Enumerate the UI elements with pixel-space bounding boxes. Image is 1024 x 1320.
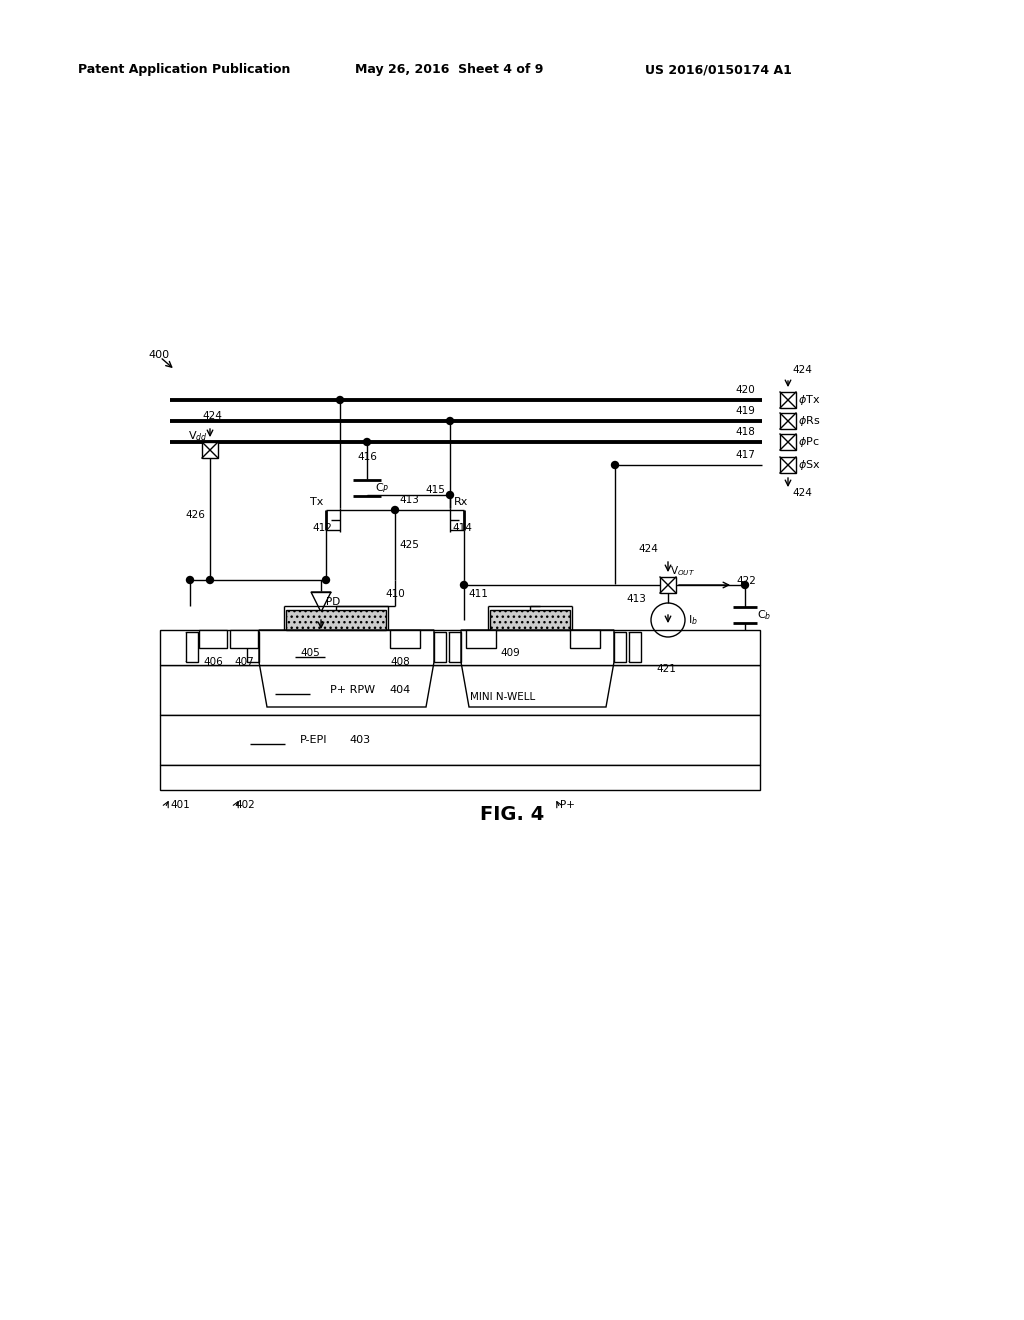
Bar xyxy=(780,413,796,429)
Circle shape xyxy=(446,491,454,499)
Text: 411: 411 xyxy=(468,589,487,599)
Text: 416: 416 xyxy=(357,451,377,462)
Text: 413: 413 xyxy=(399,495,419,506)
Text: PD: PD xyxy=(326,597,340,607)
Bar xyxy=(160,665,760,715)
Bar xyxy=(660,577,676,593)
Text: 418: 418 xyxy=(735,426,755,437)
Text: P-EPI: P-EPI xyxy=(300,735,328,744)
Circle shape xyxy=(337,396,343,404)
Text: 417: 417 xyxy=(735,450,755,459)
Bar xyxy=(186,632,198,663)
Text: 409: 409 xyxy=(500,648,520,657)
Text: V$_{dd}$: V$_{dd}$ xyxy=(188,429,208,444)
Circle shape xyxy=(391,507,398,513)
Text: 422: 422 xyxy=(736,576,756,586)
Circle shape xyxy=(446,417,454,425)
Bar xyxy=(286,610,386,630)
Text: 424: 424 xyxy=(792,366,812,375)
Text: 403: 403 xyxy=(349,735,371,744)
Circle shape xyxy=(207,577,213,583)
Bar xyxy=(160,630,760,665)
Text: P+: P+ xyxy=(579,635,592,644)
Bar xyxy=(160,766,760,789)
Bar xyxy=(490,610,570,630)
Bar xyxy=(160,715,760,766)
Bar xyxy=(780,392,796,408)
Text: May 26, 2016  Sheet 4 of 9: May 26, 2016 Sheet 4 of 9 xyxy=(355,63,544,77)
Text: P+: P+ xyxy=(474,635,487,644)
Text: 424: 424 xyxy=(202,411,222,421)
Circle shape xyxy=(741,582,749,589)
Text: 412: 412 xyxy=(312,523,332,533)
Text: 414: 414 xyxy=(452,523,472,533)
Text: 401: 401 xyxy=(170,800,189,810)
Circle shape xyxy=(323,577,330,583)
Text: C$_b$: C$_b$ xyxy=(757,609,771,622)
Text: Patent Application Publication: Patent Application Publication xyxy=(78,63,291,77)
Bar xyxy=(434,632,446,663)
Text: P+: P+ xyxy=(238,635,251,644)
Text: V$_{OUT}$: V$_{OUT}$ xyxy=(670,564,695,578)
Circle shape xyxy=(611,462,618,469)
Circle shape xyxy=(461,582,468,589)
Text: 407: 407 xyxy=(234,657,254,667)
Bar xyxy=(202,442,218,458)
Text: 406: 406 xyxy=(203,657,223,667)
Text: 424: 424 xyxy=(792,488,812,498)
Text: 410: 410 xyxy=(385,589,404,599)
Bar xyxy=(466,630,496,648)
Text: US 2016/0150174 A1: US 2016/0150174 A1 xyxy=(645,63,792,77)
Text: P+ RPW: P+ RPW xyxy=(330,685,375,696)
Text: $\phi$Pc: $\phi$Pc xyxy=(798,436,819,449)
Text: 413: 413 xyxy=(626,594,646,605)
Text: 404: 404 xyxy=(389,685,411,696)
Text: I$_b$: I$_b$ xyxy=(688,612,698,627)
Bar xyxy=(247,632,259,663)
Text: 424: 424 xyxy=(638,544,657,554)
Text: 419: 419 xyxy=(735,407,755,416)
Text: 425: 425 xyxy=(399,540,419,550)
Text: 415: 415 xyxy=(425,484,445,495)
Bar xyxy=(614,632,626,663)
Text: FIG. 4: FIG. 4 xyxy=(480,805,544,825)
Bar xyxy=(230,630,258,648)
Text: 408: 408 xyxy=(390,657,410,667)
Text: 405: 405 xyxy=(300,648,319,657)
Text: $\phi$Rs: $\phi$Rs xyxy=(798,414,820,428)
Circle shape xyxy=(186,577,194,583)
Bar xyxy=(780,457,796,473)
Bar xyxy=(449,632,461,663)
Text: 402: 402 xyxy=(234,800,255,810)
Bar xyxy=(570,630,600,648)
Text: C$_P$: C$_P$ xyxy=(375,480,389,495)
Text: N+: N+ xyxy=(206,635,220,644)
Text: $\phi$Sx: $\phi$Sx xyxy=(798,458,820,473)
Bar xyxy=(199,630,227,648)
Text: $\phi$Tx: $\phi$Tx xyxy=(798,393,820,407)
Bar xyxy=(780,434,796,450)
Text: 421: 421 xyxy=(656,664,676,675)
Text: MINI N-WELL: MINI N-WELL xyxy=(470,692,536,702)
Text: Tx: Tx xyxy=(310,498,324,507)
Circle shape xyxy=(364,438,371,446)
Text: Rx: Rx xyxy=(454,498,468,507)
Text: 426: 426 xyxy=(185,510,205,520)
Text: P+: P+ xyxy=(398,635,412,644)
Text: P+: P+ xyxy=(560,800,574,810)
Text: 420: 420 xyxy=(735,385,755,395)
Text: 400: 400 xyxy=(148,350,169,360)
Bar xyxy=(629,632,641,663)
Bar xyxy=(390,630,420,648)
